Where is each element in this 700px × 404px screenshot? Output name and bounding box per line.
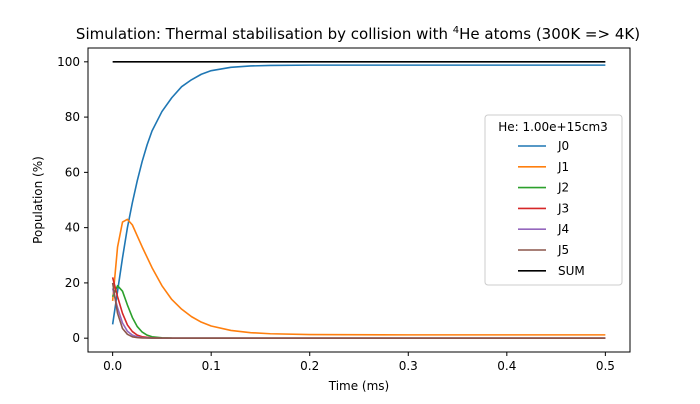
y-tick-label: 20 [65,276,80,290]
chart-title-superscript: 4 [453,25,459,36]
y-tick-label: 40 [65,221,80,235]
x-tick-label: 0.0 [103,359,122,373]
x-tick-label: 0.3 [399,359,418,373]
chart-title-suffix: He atoms (300K => 4K) [459,25,640,43]
series-line-j0 [111,64,606,325]
legend-label-j0: J0 [557,139,569,153]
plot-frame [87,47,631,353]
x-axis-label: Time (ms) [328,379,390,393]
legend-box [484,114,623,286]
y-axis-label: Population (%) [31,156,45,244]
axis-ticks: 0.0 0.1 0.2 0.3 0.4 0.5 0 20 40 60 80 100 [57,55,615,373]
x-tick-label: 0.5 [596,359,615,373]
chart-title-prefix: Simulation: Thermal stabilisation by col… [76,25,453,43]
legend-label-j2: J2 [557,181,569,195]
legend-label-sum: SUM [558,264,585,278]
legend-label-j5: J5 [557,243,569,257]
legend: He: 1.00e+15cm3 J0 J1 J2 J3 J4 J5 SUM [484,114,623,286]
x-tick-label: 0.1 [202,359,221,373]
y-tick-label: 60 [65,165,80,179]
series-line-j5 [111,282,606,339]
x-tick-label: 0.2 [300,359,319,373]
legend-title: He: 1.00e+15cm3 [498,120,608,134]
y-tick-label: 0 [72,331,80,345]
legend-label-j4: J4 [557,222,569,236]
chart-title: Simulation: Thermal stabilisation by col… [76,25,640,43]
y-tick-label: 100 [57,55,80,69]
legend-label-j3: J3 [557,201,569,215]
series-line-j1 [111,218,606,336]
legend-label-j1: J1 [557,160,569,174]
x-tick-label: 0.4 [497,359,516,373]
y-tick-label: 80 [65,110,80,124]
series-lines [111,61,606,339]
